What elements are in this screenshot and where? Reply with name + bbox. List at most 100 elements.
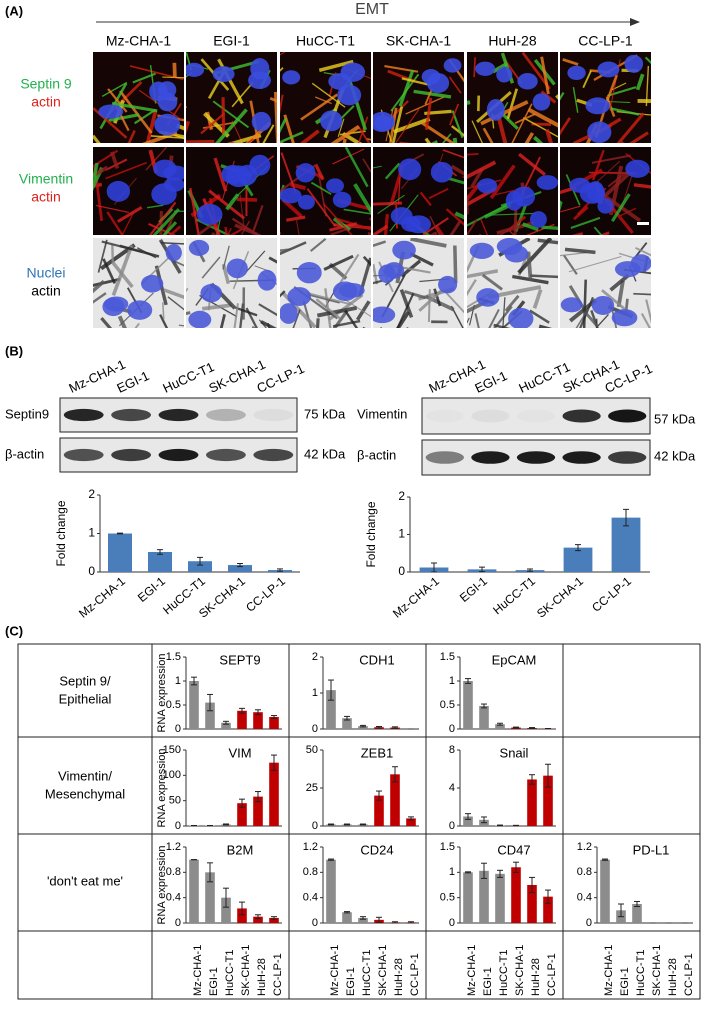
x-tick-label: HuH-28 — [530, 958, 542, 996]
bar — [358, 726, 368, 729]
fiber — [101, 81, 128, 98]
y-axis-label: Fold change — [54, 500, 68, 566]
error-bar — [623, 508, 629, 527]
fiber — [467, 181, 482, 203]
error-bar — [408, 816, 414, 821]
fiber — [395, 107, 421, 143]
fiber — [406, 327, 409, 328]
bar — [189, 859, 199, 923]
nucleus — [212, 66, 235, 82]
nucleus — [188, 239, 210, 256]
error-bar — [481, 862, 487, 879]
panel-label: (A) — [5, 3, 23, 18]
y-tick-label: 1.2 — [166, 841, 181, 853]
error-bar — [207, 862, 213, 883]
fiber — [311, 82, 346, 108]
bar — [600, 859, 610, 923]
error-bar — [271, 916, 277, 920]
micrograph — [186, 238, 277, 328]
x-tick-label: EGI-1 — [457, 574, 490, 605]
error-bar — [271, 715, 277, 719]
fiber — [428, 187, 449, 200]
fiber — [527, 107, 558, 128]
fiber — [409, 252, 434, 267]
fiber — [424, 88, 433, 105]
fiber — [314, 163, 325, 181]
y-tick-label: 0 — [312, 917, 318, 929]
fiber — [590, 310, 599, 328]
fiber — [337, 118, 345, 138]
fiber — [396, 311, 411, 328]
fiber — [343, 208, 371, 215]
bar — [253, 796, 263, 826]
fiber — [545, 129, 554, 143]
fiber — [260, 320, 277, 328]
fiber — [398, 69, 415, 107]
error-bar — [527, 568, 533, 572]
y-tick-label: 25 — [306, 782, 318, 794]
fiber — [537, 238, 558, 245]
bar — [611, 517, 641, 572]
fiber — [540, 56, 550, 95]
fiber — [473, 57, 476, 78]
error-bar — [328, 679, 334, 701]
blot-band — [608, 409, 647, 423]
fiber — [474, 313, 480, 328]
fiber — [317, 173, 327, 217]
bar — [269, 717, 279, 729]
kda-label: 42 kDa — [304, 446, 346, 461]
fiber — [201, 256, 221, 279]
error-bar — [392, 921, 398, 924]
panel-label: (C) — [5, 623, 23, 638]
fiber — [323, 203, 353, 235]
column-label: SK-CHA-1 — [386, 33, 452, 49]
y-tick-label: 1 — [88, 526, 95, 540]
error-bar — [344, 823, 350, 826]
fiber — [511, 103, 533, 143]
fiber — [373, 201, 402, 206]
fiber — [251, 325, 256, 328]
fiber — [159, 314, 169, 328]
fiber — [208, 189, 246, 220]
column-label: HuCC-T1 — [296, 33, 355, 49]
fiber — [480, 218, 489, 235]
fiber — [404, 290, 427, 300]
error-bar — [223, 887, 229, 908]
fiber — [280, 152, 297, 194]
row-label: Septin 9 — [20, 76, 72, 92]
kda-label: 57 kDa — [654, 411, 696, 426]
fiber — [231, 217, 261, 235]
error-bar — [634, 900, 640, 908]
fiber — [172, 62, 177, 78]
error-bar — [328, 858, 334, 861]
nucleus — [250, 58, 270, 80]
bar — [253, 712, 263, 729]
fiber — [145, 147, 168, 171]
y-tick-label: 0.5 — [440, 892, 455, 904]
fiber — [467, 218, 478, 235]
fiber — [504, 294, 520, 312]
y-tick-label: 150 — [163, 744, 181, 756]
fiber — [489, 164, 516, 200]
nucleus — [443, 58, 462, 73]
fiber — [323, 254, 354, 271]
fiber — [337, 217, 371, 231]
nucleus — [625, 159, 650, 178]
row-label: Mesenchymal — [45, 786, 125, 801]
fiber — [560, 186, 577, 195]
y-tick-label: 1 — [312, 687, 318, 699]
fiber — [267, 322, 271, 328]
fiber — [362, 326, 366, 328]
fiber — [373, 224, 389, 235]
fiber — [605, 74, 618, 103]
bar — [108, 533, 132, 572]
error-bar — [360, 724, 366, 728]
fiber — [117, 315, 127, 328]
fiber — [568, 298, 598, 323]
fiber — [451, 125, 464, 137]
fiber — [424, 137, 431, 143]
fiber — [399, 289, 414, 318]
fiber — [383, 214, 389, 235]
nucleus — [295, 163, 316, 183]
fiber — [573, 206, 589, 221]
